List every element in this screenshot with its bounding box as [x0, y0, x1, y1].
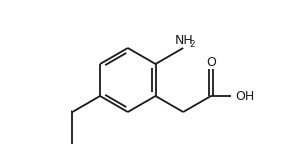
Text: OH: OH: [235, 89, 254, 103]
Text: NH: NH: [175, 34, 194, 47]
Text: O: O: [206, 56, 216, 69]
Text: 2: 2: [189, 40, 194, 48]
